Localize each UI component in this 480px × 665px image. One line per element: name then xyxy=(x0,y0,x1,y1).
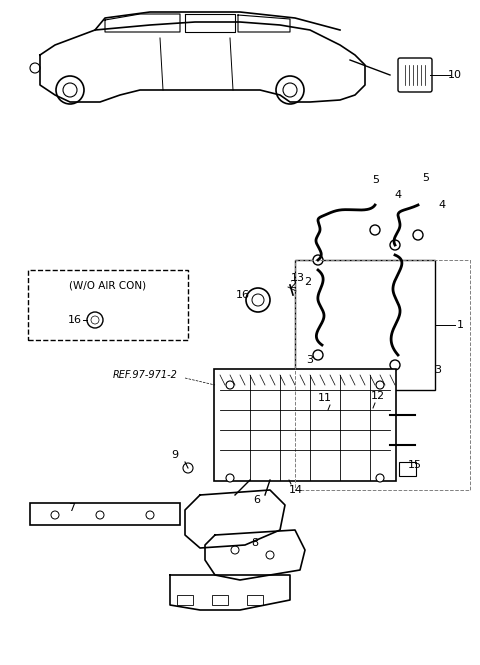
Text: 4: 4 xyxy=(438,200,445,210)
Text: (W/O AIR CON): (W/O AIR CON) xyxy=(70,280,146,290)
Circle shape xyxy=(376,381,384,389)
Text: 9: 9 xyxy=(171,450,179,460)
Text: 8: 8 xyxy=(252,538,259,548)
Circle shape xyxy=(313,350,323,360)
Circle shape xyxy=(96,511,104,519)
Bar xyxy=(247,595,263,605)
Text: 14: 14 xyxy=(289,485,303,495)
FancyBboxPatch shape xyxy=(214,369,396,481)
Bar xyxy=(212,595,228,605)
Text: 11: 11 xyxy=(318,393,332,403)
Text: 7: 7 xyxy=(69,503,75,513)
Circle shape xyxy=(246,288,270,312)
Polygon shape xyxy=(205,530,305,580)
Circle shape xyxy=(313,255,323,265)
Circle shape xyxy=(226,474,234,482)
Text: REF.97-971-2: REF.97-971-2 xyxy=(113,370,178,380)
Text: 15: 15 xyxy=(408,460,422,470)
Circle shape xyxy=(283,83,297,97)
Text: 3: 3 xyxy=(434,365,442,375)
Circle shape xyxy=(276,76,304,104)
Bar xyxy=(177,595,193,605)
Circle shape xyxy=(91,316,99,324)
Text: 1: 1 xyxy=(456,320,464,330)
Circle shape xyxy=(226,381,234,389)
Text: 6: 6 xyxy=(253,495,261,505)
Text: 5: 5 xyxy=(422,173,430,183)
Circle shape xyxy=(63,83,77,97)
Text: 2: 2 xyxy=(304,277,312,287)
Circle shape xyxy=(266,551,274,559)
Text: 4: 4 xyxy=(395,190,402,200)
FancyBboxPatch shape xyxy=(399,462,416,476)
Circle shape xyxy=(87,312,103,328)
Text: 16: 16 xyxy=(236,290,250,300)
Circle shape xyxy=(370,225,380,235)
FancyBboxPatch shape xyxy=(28,270,188,340)
Polygon shape xyxy=(170,575,290,610)
Text: 10: 10 xyxy=(448,70,462,80)
Bar xyxy=(295,260,435,390)
Circle shape xyxy=(390,360,400,370)
Circle shape xyxy=(183,463,193,473)
Circle shape xyxy=(51,511,59,519)
Circle shape xyxy=(56,76,84,104)
Circle shape xyxy=(30,63,40,73)
Circle shape xyxy=(413,230,423,240)
Polygon shape xyxy=(185,490,285,548)
Circle shape xyxy=(231,546,239,554)
Bar xyxy=(30,503,180,525)
Bar xyxy=(295,260,470,490)
Text: 3: 3 xyxy=(307,355,313,365)
FancyBboxPatch shape xyxy=(398,58,432,92)
Circle shape xyxy=(146,511,154,519)
Text: 16: 16 xyxy=(68,315,82,325)
Text: 13: 13 xyxy=(291,273,305,283)
Circle shape xyxy=(376,474,384,482)
Text: 12: 12 xyxy=(371,391,385,401)
Text: 5: 5 xyxy=(372,175,380,185)
Text: 2: 2 xyxy=(289,280,297,290)
Circle shape xyxy=(252,294,264,306)
Circle shape xyxy=(390,240,400,250)
